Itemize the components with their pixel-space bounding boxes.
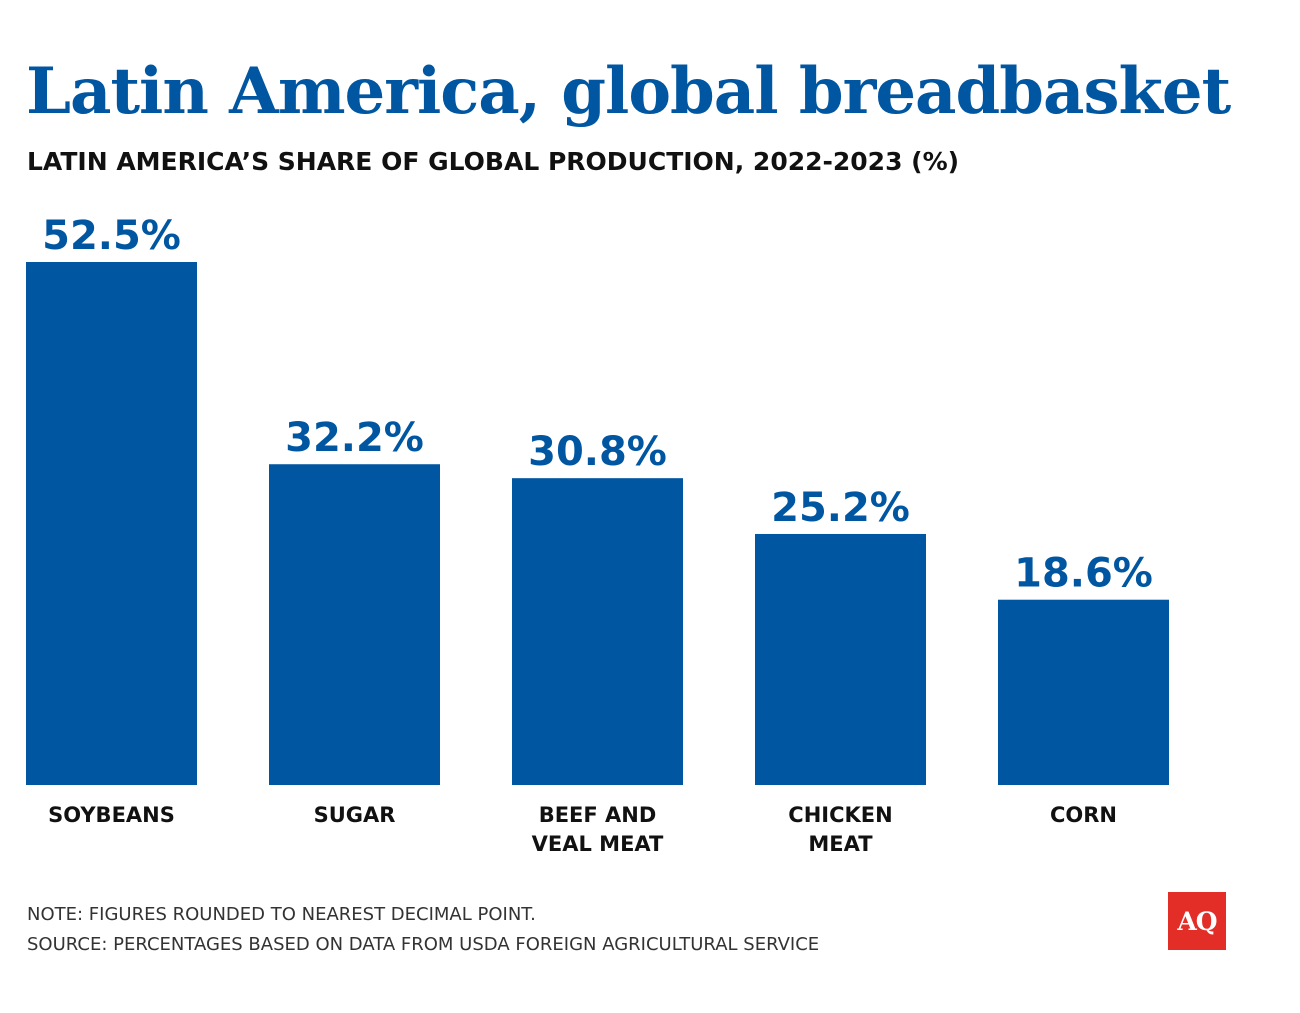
value-label-1: 32.2%	[285, 415, 424, 461]
bar-4	[998, 599, 1169, 785]
footnote-note: NOTE: FIGURES ROUNDED TO NEAREST DECIMAL…	[27, 904, 536, 925]
value-label-4: 18.6%	[1014, 551, 1153, 597]
value-label-3: 25.2%	[771, 485, 910, 531]
chart-title: Latin America, global breadbasket	[26, 54, 1231, 129]
category-label-1: SUGAR	[314, 803, 396, 827]
category-label-2: BEEF AND VEAL MEAT	[532, 803, 664, 856]
bar-2	[512, 478, 683, 785]
aq-logo: AQ	[1168, 892, 1226, 950]
bar-3	[755, 533, 926, 785]
category-label-4: CORN	[1050, 803, 1117, 827]
value-label-0: 52.5%	[42, 213, 181, 259]
value-label-2: 30.8%	[528, 429, 667, 475]
category-label-0: SOYBEANS	[48, 803, 175, 827]
bar-0	[26, 262, 197, 785]
footnote-source: SOURCE: PERCENTAGES BASED ON DATA FROM U…	[27, 934, 820, 955]
bar-1	[269, 464, 440, 785]
chart-subtitle: LATIN AMERICA’S SHARE OF GLOBAL PRODUCTI…	[27, 147, 960, 176]
category-label-3: CHICKEN MEAT	[788, 803, 892, 856]
bar-chart: 52.5% SOYBEANS 32.2% SUGAR 30.8% BEEF AND VEAL…	[26, 213, 1169, 856]
